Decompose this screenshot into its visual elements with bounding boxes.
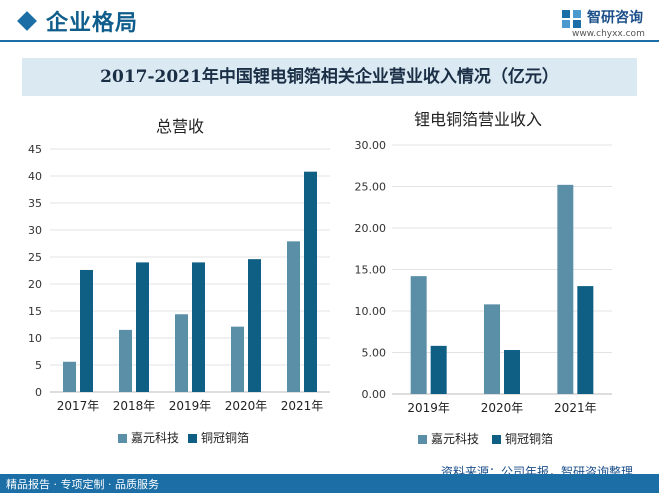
y-tick-label: 20.00 — [355, 222, 387, 235]
x-tick-label: 2019年 — [169, 399, 212, 413]
legend-label: 铜冠铜箔 — [505, 432, 554, 446]
bar-tongguan — [80, 269, 93, 392]
legend-label: 嘉元科技 — [431, 432, 480, 446]
y-tick-label: 25 — [28, 251, 42, 264]
bar-tongguan — [136, 262, 149, 392]
bar-jiayuan — [484, 304, 500, 394]
legend-label: 铜冠铜箔 — [201, 431, 250, 445]
y-tick-label: 10 — [28, 332, 42, 345]
x-tick-label: 2018年 — [113, 399, 156, 413]
legend-swatch — [492, 435, 501, 444]
y-tick-label: 5.00 — [362, 347, 387, 360]
bar-jiayuan — [63, 361, 76, 392]
x-tick-label: 2019年 — [407, 401, 450, 415]
y-tick-label: 0.00 — [362, 388, 387, 401]
legend-item-jiayuan: 嘉元科技 — [418, 430, 479, 447]
header: 企业格局 智研咨询 www.chyxx.com — [0, 0, 659, 44]
brand-url: www.chyxx.com — [572, 29, 645, 39]
y-tick-label: 10.00 — [355, 305, 387, 318]
bar-jiayuan — [557, 184, 574, 394]
legend-swatch — [188, 434, 197, 443]
x-tick-label: 2020年 — [225, 399, 268, 413]
bar-jiayuan — [287, 241, 300, 392]
x-tick-label: 2021年 — [281, 399, 324, 413]
legend-swatch — [118, 434, 127, 443]
x-tick-label: 2021年 — [554, 401, 597, 415]
y-tick-label: 15 — [28, 305, 42, 318]
y-tick-label: 45 — [28, 143, 42, 156]
bar-tongguan — [430, 345, 447, 394]
legend-item-tongguan: 铜冠铜箔 — [492, 430, 553, 447]
x-tick-label: 2017年 — [57, 399, 100, 413]
chart-title-banner: 2017-2021年中国锂电铜箔相关企业营业收入情况（亿元） — [22, 58, 637, 96]
footer-tagline: 精品报告 · 专项定制 · 品质服务 — [6, 478, 159, 491]
y-tick-label: 30 — [28, 224, 42, 237]
bar-tongguan — [248, 259, 261, 392]
y-tick-label: 0 — [35, 386, 42, 399]
legend-label: 嘉元科技 — [131, 431, 180, 445]
y-tick-label: 35 — [28, 197, 42, 210]
y-tick-label: 25.00 — [355, 181, 387, 194]
bar-jiayuan — [119, 329, 132, 392]
legend-swatch — [418, 435, 427, 444]
bar-tongguan — [304, 171, 317, 392]
left-chart-title: 总营收 — [156, 117, 205, 136]
y-tick-label: 5 — [35, 359, 42, 372]
bar-jiayuan — [231, 326, 244, 392]
bar-tongguan — [192, 262, 205, 392]
y-tick-label: 30.00 — [355, 139, 387, 152]
y-tick-label: 40 — [28, 170, 42, 183]
bar-tongguan — [577, 286, 594, 394]
bar-jiayuan — [175, 314, 188, 392]
x-tick-label: 2020年 — [481, 401, 524, 415]
legend-item-tongguan: 铜冠铜箔 — [188, 429, 249, 446]
page-title: 企业格局 — [46, 11, 139, 36]
brand-name: 智研咨询 — [587, 10, 643, 26]
y-tick-label: 20 — [28, 278, 42, 291]
main-title: 2017-2021年中国锂电铜箔相关企业营业收入情况（亿元） — [100, 67, 559, 87]
y-tick-label: 15.00 — [355, 264, 387, 277]
brand-logo-icon — [562, 10, 581, 28]
bar-tongguan — [504, 350, 520, 394]
footer-bar: 精品报告 · 专项定制 · 品质服务 — [0, 474, 659, 493]
right-chart-title: 锂电铜箔营业收入 — [414, 110, 543, 129]
header-divider — [0, 40, 659, 42]
legend-item-jiayuan: 嘉元科技 — [118, 429, 179, 446]
bar-jiayuan — [410, 276, 427, 394]
